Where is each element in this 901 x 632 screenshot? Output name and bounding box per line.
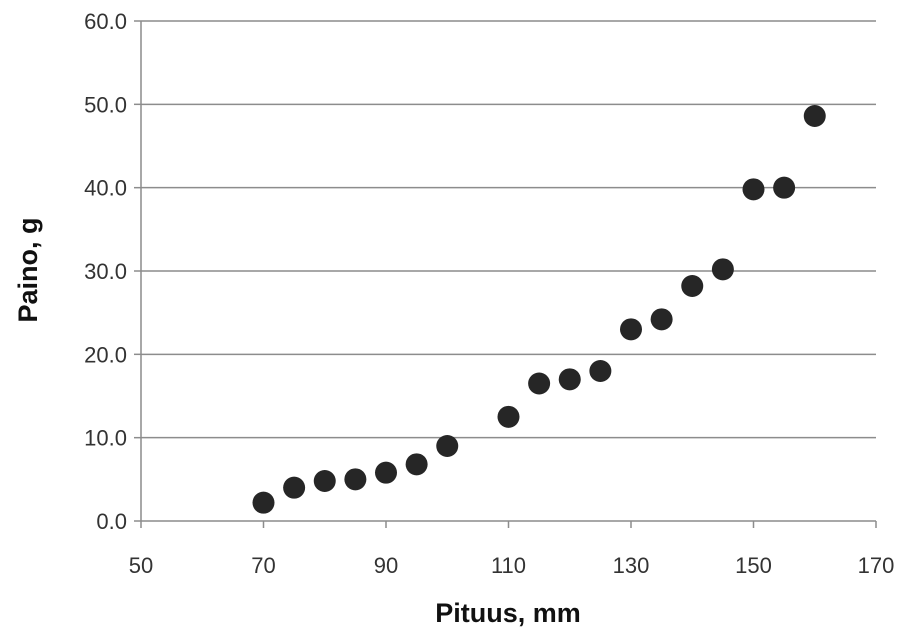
y-tick-label: 60.0 xyxy=(84,9,127,34)
data-point xyxy=(283,476,306,499)
data-point xyxy=(375,461,397,484)
data-point xyxy=(620,318,642,341)
data-point xyxy=(558,368,581,391)
y-tick-label: 0.0 xyxy=(96,509,127,534)
axes xyxy=(134,20,877,528)
data-point xyxy=(344,468,367,491)
y-tick-label: 40.0 xyxy=(84,176,127,201)
y-tick-label: 50.0 xyxy=(84,92,127,117)
data-point xyxy=(252,491,275,514)
x-tick-label: 50 xyxy=(129,553,153,578)
y-tick-label: 30.0 xyxy=(84,259,127,284)
x-tick-label: 130 xyxy=(613,553,650,578)
x-tick-label: 90 xyxy=(374,553,398,578)
data-point xyxy=(681,275,704,297)
data-points xyxy=(252,105,826,514)
data-point xyxy=(650,308,673,331)
data-point xyxy=(803,105,826,127)
data-point xyxy=(773,176,796,199)
data-point xyxy=(589,360,612,382)
y-axis-title: Paino, g xyxy=(13,217,43,322)
data-point xyxy=(711,258,734,281)
x-tick-label: 70 xyxy=(251,553,275,578)
x-tick-label: 110 xyxy=(491,553,526,578)
tick-labels: 0.0 10.0 20.0 30.0 40.0 50.0 60.0 50 70 90 110 130 1… xyxy=(84,9,894,578)
data-point xyxy=(528,372,551,395)
x-axis-title: Pituus, mm xyxy=(435,598,581,628)
y-tick-label: 10.0 xyxy=(84,426,127,451)
data-point xyxy=(313,470,336,492)
y-tick-label: 20.0 xyxy=(84,342,127,367)
data-point xyxy=(497,405,520,428)
data-point xyxy=(742,178,765,201)
gridlines xyxy=(141,20,876,439)
x-tick-label: 170 xyxy=(858,553,895,578)
data-point xyxy=(405,453,428,476)
x-tick-label: 150 xyxy=(735,553,772,578)
data-point xyxy=(436,435,459,457)
